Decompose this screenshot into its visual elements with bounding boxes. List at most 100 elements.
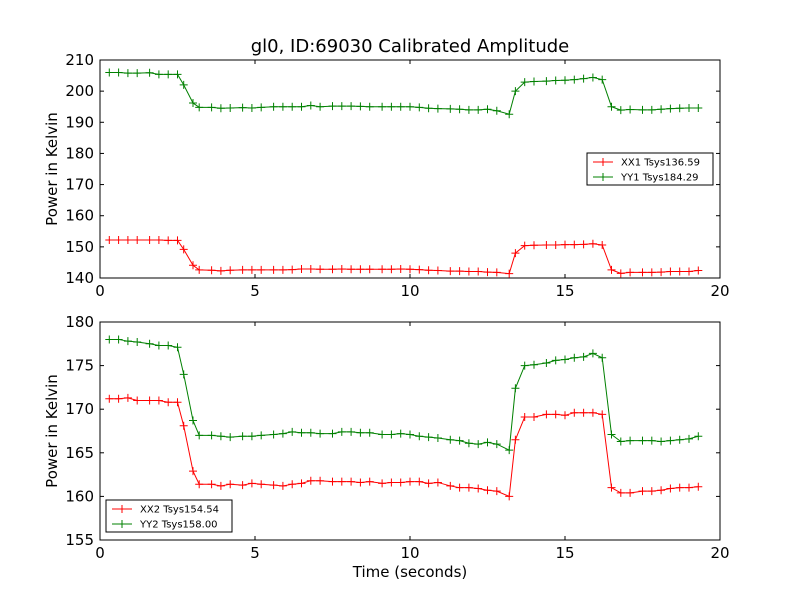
data-point — [173, 236, 182, 245]
data-point — [424, 433, 433, 442]
x-tick-label: 15 — [555, 544, 574, 562]
y-tick-label: 155 — [65, 531, 94, 549]
data-point — [675, 267, 684, 276]
data-point — [406, 265, 414, 274]
data-point — [269, 102, 278, 111]
data-point — [356, 265, 365, 274]
data-point — [415, 432, 424, 441]
x-tick-label: 0 — [95, 544, 105, 562]
legend-box — [586, 152, 714, 186]
legend-entry: YY2 Tsys158.00 — [139, 520, 218, 531]
data-point — [347, 265, 356, 274]
data-point — [378, 102, 387, 111]
data-point — [492, 440, 501, 449]
data-point — [638, 436, 647, 445]
data-point — [474, 484, 483, 493]
data-point — [598, 75, 607, 84]
data-point — [226, 433, 235, 442]
data-point — [154, 341, 163, 350]
legend: XX1 Tsys136.59 YY1 Tsys184.29 — [586, 152, 714, 186]
data-point — [238, 265, 247, 274]
legend-entry: XX2 Tsys154.54 — [140, 505, 219, 516]
data-point — [269, 430, 278, 439]
data-point — [406, 430, 414, 439]
data-point — [247, 103, 256, 112]
data-point — [511, 87, 520, 96]
data-point — [433, 478, 442, 487]
data-point — [616, 437, 625, 446]
data-point — [542, 77, 551, 86]
y-tick-label: 190 — [65, 113, 94, 131]
data-point — [570, 408, 579, 417]
data-point — [247, 432, 256, 441]
data-point — [356, 478, 365, 487]
data-point — [530, 360, 538, 369]
data-point — [579, 352, 588, 361]
data-point — [492, 106, 501, 115]
data-point — [647, 436, 656, 445]
data-point — [406, 477, 414, 486]
data-point — [297, 102, 306, 111]
data-point — [657, 486, 666, 495]
data-point — [616, 269, 625, 278]
data-point — [278, 481, 287, 490]
data-point — [238, 103, 247, 112]
data-point — [278, 429, 287, 438]
data-point — [607, 430, 616, 439]
series-2 — [105, 68, 703, 119]
data-point — [530, 77, 538, 86]
data-point — [297, 264, 306, 273]
data-point — [114, 68, 123, 77]
x-axis-label: Time (seconds) — [352, 563, 468, 581]
y-tick-label: 180 — [65, 144, 94, 162]
data-point — [179, 80, 188, 89]
data-point — [666, 436, 675, 445]
data-point — [105, 394, 114, 403]
legend: XX2 Tsys154.54 YY2 Tsys158.00 — [105, 499, 233, 533]
y-tick-label: 175 — [65, 357, 94, 375]
data-point — [226, 266, 235, 275]
data-point — [551, 410, 560, 419]
y-tick-label: 150 — [65, 238, 94, 256]
data-point — [145, 339, 154, 348]
data-point — [145, 396, 154, 405]
data-point — [433, 266, 442, 275]
data-point — [216, 481, 225, 490]
data-point — [685, 103, 693, 112]
data-point — [365, 265, 374, 274]
legend-marker — [118, 520, 126, 528]
data-point — [278, 102, 287, 111]
data-point — [306, 264, 315, 273]
data-point — [133, 236, 142, 245]
data-point — [530, 241, 538, 250]
data-point — [328, 265, 337, 274]
data-point — [666, 267, 675, 276]
subplot-1: 0 5 10 15 20 140 150 160 170 180 190 200 210 gl0, ID:… — [43, 36, 730, 300]
data-point — [145, 68, 154, 77]
data-point — [378, 479, 387, 488]
data-point — [105, 68, 114, 77]
data-point — [505, 492, 514, 501]
legend-marker — [599, 173, 607, 181]
data-point — [216, 104, 225, 113]
data-point — [464, 105, 473, 114]
data-point — [675, 435, 684, 444]
data-point — [505, 110, 514, 119]
data-point — [474, 267, 483, 276]
series-line — [109, 71, 699, 115]
data-point — [145, 236, 154, 245]
data-point — [406, 102, 414, 111]
data-point — [570, 240, 579, 249]
data-point — [638, 268, 647, 277]
data-point — [396, 102, 405, 111]
data-point — [638, 487, 647, 496]
y-tick-label: 165 — [65, 444, 94, 462]
data-point — [288, 265, 297, 274]
data-point — [626, 268, 635, 277]
data-point — [685, 434, 693, 443]
data-point — [455, 105, 464, 114]
data-point — [588, 73, 597, 82]
data-point — [189, 261, 197, 270]
data-point — [257, 265, 266, 274]
data-point — [483, 268, 492, 277]
